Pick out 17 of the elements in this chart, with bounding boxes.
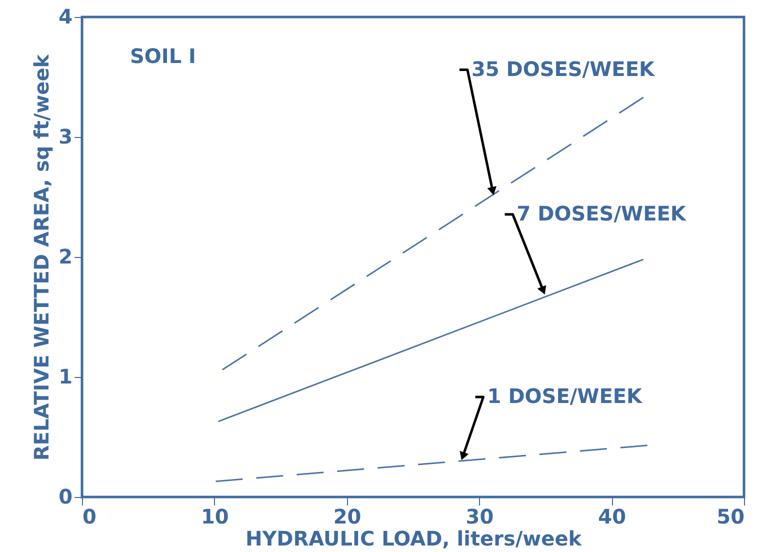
x-tick-label: 0 [82, 504, 96, 528]
x-tick-label: 20 [333, 504, 362, 528]
y-tick-label: 1 [58, 364, 72, 388]
x-tick-label: 50 [716, 504, 744, 528]
annotation: SOIL I [130, 44, 196, 68]
x-axis-title: HYDRAULIC LOAD, liters/week [245, 526, 582, 550]
x-tick-label: 40 [598, 504, 626, 528]
y-tick-label: 3 [58, 124, 72, 148]
y-tick-label: 4 [58, 4, 72, 28]
x-tick-label: 30 [466, 504, 494, 528]
x-tick-label: 10 [200, 504, 229, 528]
annotation: 1 DOSE/WEEK [487, 384, 644, 408]
y-axis-title: RELATIVE WETTED AREA, sq ft/week [30, 54, 54, 461]
y-tick-label: 0 [58, 484, 72, 508]
annotation: 7 DOSES/WEEK [516, 201, 688, 226]
annotation: 35 DOSES/WEEK [471, 56, 656, 81]
y-tick-label: 2 [58, 244, 72, 268]
